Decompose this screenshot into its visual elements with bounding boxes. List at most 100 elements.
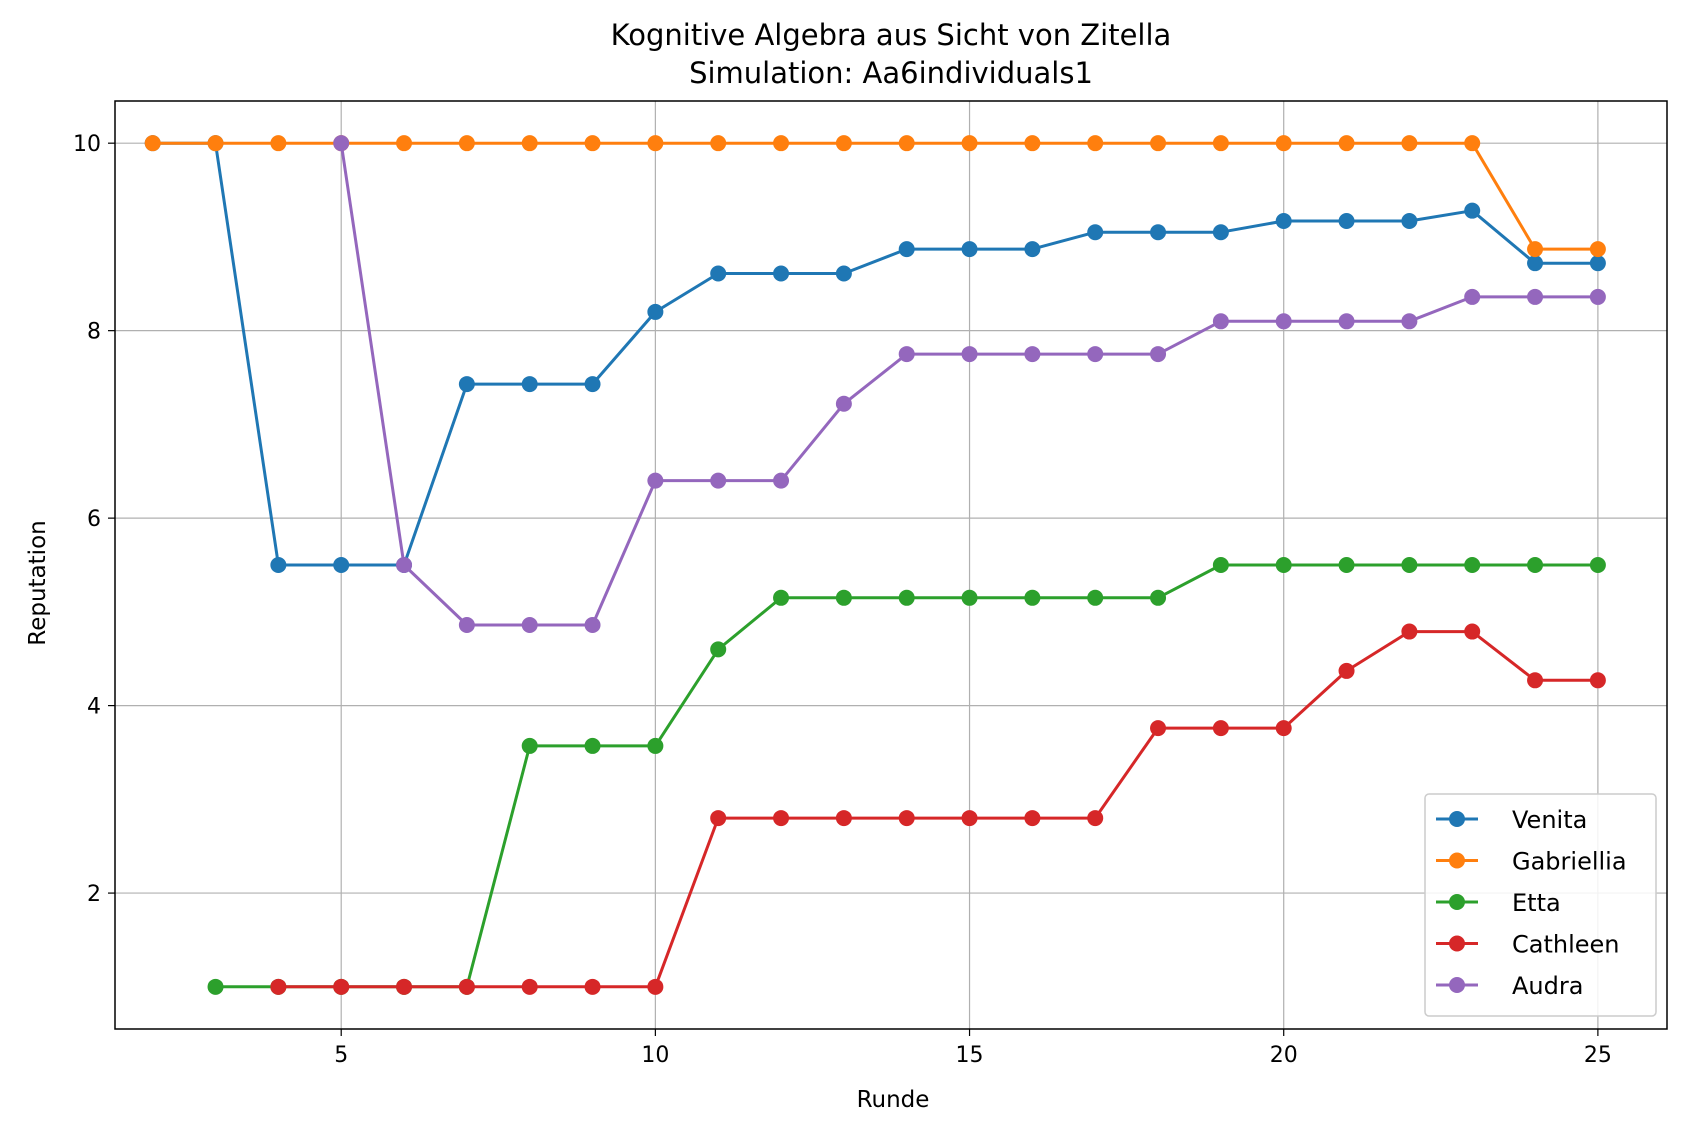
y-tick-label: 10 — [73, 132, 101, 157]
data-point-gabriellia — [835, 135, 852, 152]
legend-marker-venita — [1449, 811, 1465, 827]
data-point-audra — [458, 616, 475, 633]
series-audra — [333, 135, 1606, 633]
data-point-venita — [1024, 241, 1041, 258]
data-point-etta — [1150, 589, 1167, 606]
data-point-gabriellia — [1212, 135, 1229, 152]
data-point-gabriellia — [1338, 135, 1355, 152]
data-point-cathleen — [270, 978, 287, 995]
data-point-venita — [270, 557, 287, 573]
data-point-audra — [710, 472, 727, 489]
data-point-audra — [961, 346, 978, 363]
legend-label-audra: Audra — [1512, 972, 1583, 1000]
x-tick-label: 20 — [1270, 1043, 1298, 1068]
legend-label-gabriellia: Gabriellia — [1512, 848, 1627, 876]
x-tick-label: 25 — [1584, 1043, 1612, 1068]
data-point-etta — [207, 978, 224, 995]
data-point-cathleen — [647, 978, 664, 995]
data-point-cathleen — [584, 978, 601, 995]
data-point-cathleen — [1338, 662, 1355, 679]
legend-item-venita: Venita — [1436, 806, 1587, 834]
data-point-etta — [1087, 589, 1104, 606]
data-point-audra — [1527, 288, 1544, 305]
series-line-cathleen — [278, 630, 1598, 989]
series-line-gabriellia — [152, 141, 1598, 251]
data-point-venita — [521, 376, 538, 393]
data-point-audra — [773, 472, 790, 489]
plot-frame — [114, 100, 1668, 1030]
data-point-venita — [1401, 212, 1418, 229]
data-point-etta — [1401, 557, 1418, 573]
data-point-etta — [1338, 557, 1355, 573]
data-point-audra — [1464, 288, 1481, 305]
x-tick-label: 5 — [334, 1043, 348, 1068]
data-point-gabriellia — [1589, 241, 1606, 258]
data-point-venita — [1464, 202, 1481, 219]
data-point-gabriellia — [1150, 135, 1167, 152]
series-line-etta — [215, 563, 1598, 989]
data-point-gabriellia — [458, 135, 475, 152]
data-point-gabriellia — [207, 135, 224, 152]
data-point-cathleen — [521, 978, 538, 995]
data-point-gabriellia — [521, 135, 538, 152]
data-point-cathleen — [835, 810, 852, 827]
data-point-etta — [710, 641, 727, 658]
legend-label-cathleen: Cathleen — [1512, 931, 1620, 959]
data-point-etta — [1464, 557, 1481, 573]
data-point-venita — [333, 557, 350, 573]
data-point-cathleen — [710, 810, 727, 827]
data-point-etta — [1024, 589, 1041, 606]
data-point-audra — [1275, 313, 1292, 330]
data-point-audra — [1589, 288, 1606, 305]
data-point-venita — [1087, 224, 1104, 241]
data-point-venita — [898, 241, 915, 258]
legend-label-venita: Venita — [1512, 806, 1587, 834]
data-point-audra — [1338, 313, 1355, 330]
series-venita — [144, 135, 1606, 573]
data-point-audra — [1212, 313, 1229, 330]
data-point-gabriellia — [647, 135, 664, 152]
data-point-venita — [1338, 212, 1355, 229]
series-gabriellia — [144, 135, 1606, 258]
data-point-cathleen — [1589, 672, 1606, 689]
data-point-cathleen — [1401, 623, 1418, 640]
data-point-gabriellia — [1527, 241, 1544, 258]
data-point-cathleen — [1464, 623, 1481, 640]
chart-subtitle: Simulation: Aa6individuals1 — [689, 56, 1093, 90]
data-point-etta — [584, 737, 601, 754]
legend-item-etta: Etta — [1436, 889, 1561, 917]
x-tick-label: 10 — [641, 1043, 669, 1068]
legend-label-etta: Etta — [1512, 889, 1561, 917]
data-point-etta — [1589, 557, 1606, 573]
series-cathleen — [270, 623, 1606, 995]
data-point-etta — [898, 589, 915, 606]
data-point-audra — [1401, 313, 1418, 330]
data-point-venita — [584, 376, 601, 393]
data-point-cathleen — [1150, 720, 1167, 737]
series-line-venita — [152, 141, 1598, 567]
series-etta — [207, 557, 1606, 995]
y-tick-label: 8 — [87, 320, 101, 345]
data-point-cathleen — [1024, 810, 1041, 827]
data-point-gabriellia — [1024, 135, 1041, 152]
data-point-audra — [333, 135, 350, 152]
data-point-etta — [647, 737, 664, 754]
data-point-venita — [458, 376, 475, 393]
data-point-venita — [961, 241, 978, 258]
data-point-audra — [396, 557, 413, 573]
data-point-cathleen — [1275, 720, 1292, 737]
x-tick-label: 15 — [956, 1043, 984, 1068]
data-point-audra — [1150, 346, 1167, 363]
y-axis-label: Reputation — [25, 520, 51, 645]
data-point-cathleen — [898, 810, 915, 827]
data-point-cathleen — [1087, 810, 1104, 827]
data-point-gabriellia — [1087, 135, 1104, 152]
data-point-venita — [773, 265, 790, 282]
data-point-etta — [1212, 557, 1229, 573]
legend-item-gabriellia: Gabriellia — [1436, 848, 1627, 876]
data-point-gabriellia — [710, 135, 727, 152]
data-point-cathleen — [1212, 720, 1229, 737]
data-point-venita — [647, 303, 664, 320]
data-point-etta — [1527, 557, 1544, 573]
